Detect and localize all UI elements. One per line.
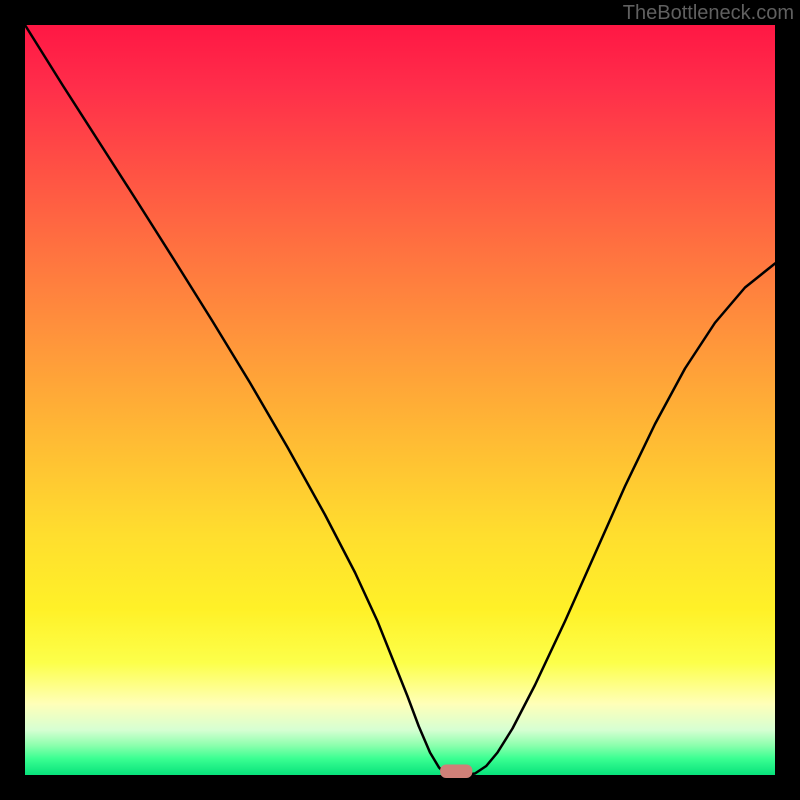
chart-gradient-background [25,25,775,775]
chart-canvas [0,0,800,800]
optimum-marker [440,765,472,779]
bottleneck-chart: TheBottleneck.com [0,0,800,800]
attribution-label: TheBottleneck.com [623,2,794,25]
